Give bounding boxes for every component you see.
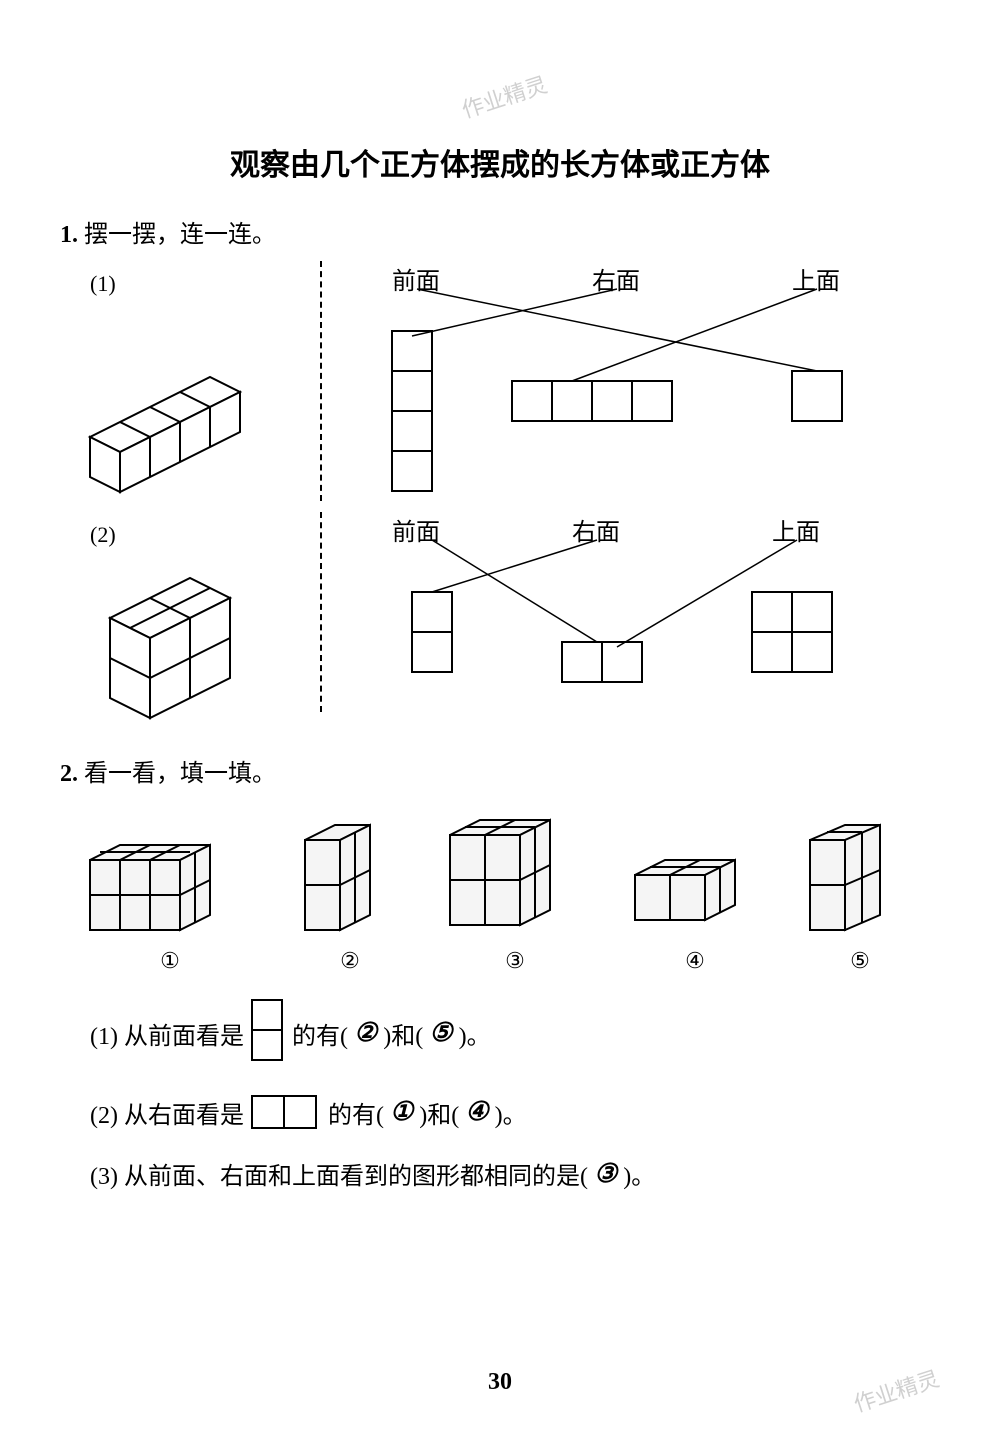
q2-1c: )和( bbox=[383, 1016, 423, 1051]
fig-3 bbox=[440, 800, 590, 940]
q2-heading: 2. 看一看，填一填。 bbox=[60, 753, 940, 788]
fig-2 bbox=[295, 810, 405, 940]
cuboid-4x1x1 bbox=[60, 297, 280, 497]
watermark: 作业精灵 bbox=[457, 67, 551, 125]
fig-label-2: ② bbox=[295, 948, 405, 974]
fig-5 bbox=[800, 810, 920, 940]
fig-label-5: ⑤ bbox=[800, 948, 920, 974]
q1-num: 1. bbox=[60, 222, 78, 248]
q1-2-views bbox=[332, 512, 912, 712]
q2-1b: 的有( bbox=[292, 1016, 348, 1051]
q2-fig-labels: ① ② ③ ④ ⑤ bbox=[80, 940, 920, 974]
q2-3a: (3) 从前面、右面和上面看到的图形都相同的是( bbox=[90, 1156, 588, 1191]
q2-1d: )。 bbox=[459, 1016, 491, 1051]
q1-1-views bbox=[332, 261, 912, 501]
fig-label-3: ③ bbox=[440, 948, 590, 974]
q2-2b: 的有( bbox=[328, 1095, 384, 1130]
q2-text: 看一看，填一填。 bbox=[84, 761, 276, 787]
fig-1 bbox=[80, 810, 260, 940]
ans-2a: ① bbox=[390, 1097, 413, 1127]
ans-1b: ⑤ bbox=[429, 1018, 452, 1048]
fig-label-1: ① bbox=[80, 948, 260, 974]
ans-1a: ② bbox=[354, 1018, 377, 1048]
q2-num: 2. bbox=[60, 761, 78, 787]
shape-2x1h bbox=[248, 1092, 324, 1132]
cuboid-2x2x1 bbox=[60, 548, 280, 728]
q1-heading: 1. 摆一摆，连一连。 bbox=[60, 214, 940, 249]
q2-2c: )和( bbox=[419, 1095, 459, 1130]
q1-sub2: (2) bbox=[90, 522, 310, 548]
q2-2d: )。 bbox=[495, 1095, 527, 1130]
q2-figures bbox=[80, 800, 920, 940]
q2-2a: (2) 从右面看是 bbox=[90, 1095, 244, 1130]
q2-3b: )。 bbox=[623, 1156, 655, 1191]
q2-line3: (3) 从前面、右面和上面看到的图形都相同的是( ③ )。 bbox=[90, 1156, 940, 1191]
fig-label-4: ④ bbox=[625, 948, 765, 974]
q2-line1: (1) 从前面看是 的有( ② )和( ⑤ )。 bbox=[90, 998, 940, 1068]
shape-1x2v bbox=[248, 998, 288, 1068]
ans-2b: ④ bbox=[465, 1097, 488, 1127]
ans-3: ③ bbox=[594, 1159, 617, 1189]
page-title: 观察由几个正方体摆成的长方体或正方体 bbox=[60, 140, 940, 184]
q2-line2: (2) 从右面看是 的有( ① )和( ④ )。 bbox=[90, 1092, 940, 1132]
q1-sub1: (1) bbox=[90, 271, 310, 297]
fig-4 bbox=[625, 830, 765, 940]
q1-text: 摆一摆，连一连。 bbox=[84, 222, 276, 248]
q2-1a: (1) 从前面看是 bbox=[90, 1016, 244, 1051]
